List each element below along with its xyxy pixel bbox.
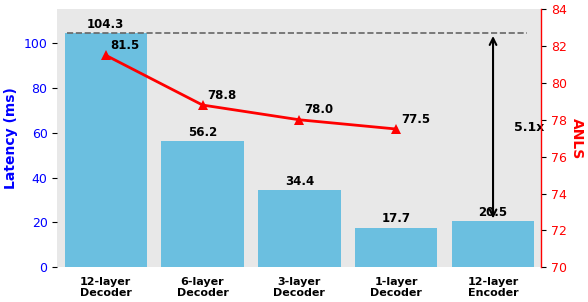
Text: 104.3: 104.3 [87,18,124,31]
Text: 34.4: 34.4 [285,175,314,188]
Text: 78.0: 78.0 [304,104,333,117]
Bar [162,141,243,267]
Text: 20.5: 20.5 [479,206,507,219]
Text: 77.5: 77.5 [401,113,430,126]
Text: 5.1x: 5.1x [514,121,544,134]
Y-axis label: ANLS: ANLS [570,117,584,159]
Text: 17.7: 17.7 [382,212,410,225]
Y-axis label: Latency (ms): Latency (ms) [4,87,18,189]
Bar [452,221,534,267]
Bar [258,190,340,267]
Bar [65,33,147,267]
Bar [355,228,437,267]
Text: 81.5: 81.5 [111,39,140,52]
Text: 78.8: 78.8 [208,89,236,102]
Text: 56.2: 56.2 [188,126,217,139]
